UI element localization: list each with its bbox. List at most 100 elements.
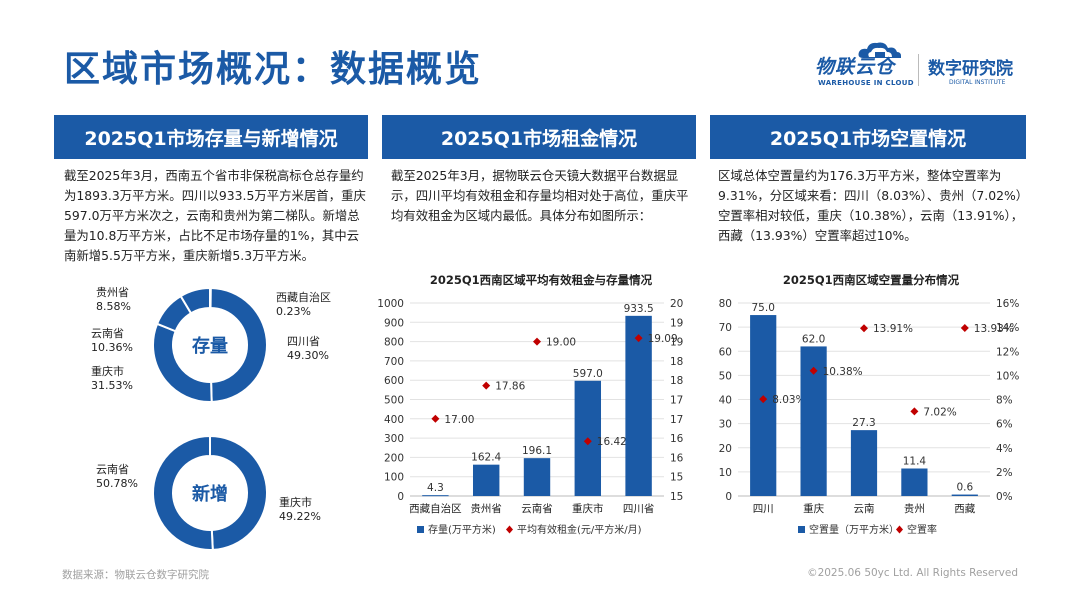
marker-point — [860, 324, 868, 333]
bar — [951, 494, 978, 496]
marker-point — [533, 337, 541, 346]
marker-value-label: 13.93% — [974, 323, 1014, 335]
logo-divider — [918, 54, 919, 86]
logo-brand-text: 物联云仓 — [815, 56, 896, 78]
y-tick-label: 80 — [719, 298, 732, 310]
new-supply-donut-chart: 新增 — [152, 434, 268, 551]
marker-value-label: 8.03% — [772, 394, 805, 406]
bar — [750, 315, 777, 496]
bar-value-label: 196.1 — [522, 445, 552, 457]
y-tick-label: 500 — [384, 395, 404, 407]
x-tick-label: 四川 — [753, 503, 774, 515]
bar-value-label: 62.0 — [802, 333, 825, 345]
y2-tick-label: 18 — [670, 356, 683, 368]
x-tick-label: 重庆 — [803, 502, 825, 515]
marker-value-label: 16.42 — [597, 436, 627, 448]
marker-value-label: 19.00 — [546, 337, 576, 349]
logo-brand-subtitle: WAREHOUSE IN CLOUD — [818, 79, 914, 87]
y-tick-label: 70 — [719, 322, 732, 334]
y2-tick-label: 14% — [996, 322, 1019, 334]
rent-chart-title: 2025Q1西南区域平均有效租金与存量情况 — [429, 273, 653, 287]
donut-slice — [209, 286, 268, 404]
bar-value-label: 75.0 — [752, 302, 775, 314]
x-tick-label: 四川省 — [623, 502, 655, 515]
donut-center-label: 新增 — [192, 483, 228, 505]
donut1-label-sichuan: 四川省 49.30% — [287, 335, 329, 362]
cloud-icon — [858, 42, 901, 58]
donut2-label-yunnan: 云南省 50.78% — [96, 463, 138, 490]
stock-section-header: 2025Q1市场存量与新增情况 — [54, 115, 368, 159]
bar — [850, 430, 878, 496]
donut2-label-chongqing: 重庆市 49.22% — [279, 496, 321, 523]
marker-point — [583, 437, 592, 446]
footer-source: 数据来源：物联云仓数字研究院 — [62, 569, 209, 581]
marker-value-label: 7.02% — [923, 406, 956, 418]
legend-bar-swatch — [798, 526, 805, 533]
vacancy-bar-chart: 0 10 20 30 40 50 60 70 80 0% 2% 4% 6% 8% 10% 12% 14% 16% 7… — [719, 298, 1020, 536]
y-tick-label: 60 — [719, 346, 732, 358]
logo-institute-subtitle: DIGITAL INSTITUTE — [949, 79, 1006, 86]
y-tick-label: 20 — [719, 443, 732, 455]
vacancy-section-header: 2025Q1市场空置情况 — [710, 115, 1026, 159]
bar-value-label: 933.5 — [624, 303, 654, 315]
bar-value-label: 27.3 — [852, 417, 875, 429]
y2-tick-label: 19 — [670, 317, 683, 329]
marker-point — [910, 407, 919, 416]
y-tick-label: 300 — [384, 433, 404, 445]
bar — [422, 495, 449, 497]
brand-logo: 物联云仓 WAREHOUSE IN CLOUD 数字研究院 DIGITAL IN… — [815, 40, 1030, 90]
x-tick-label: 贵州 — [904, 502, 925, 515]
y-tick-label: 40 — [719, 395, 732, 407]
bar-value-label: 162.4 — [471, 452, 501, 464]
y2-tick-label: 8% — [996, 395, 1013, 407]
legend-marker-label: 空置率 — [907, 523, 937, 536]
y2-tick-label: 0% — [996, 491, 1013, 503]
y2-tick-label: 12% — [996, 346, 1019, 358]
donut-slice — [152, 434, 214, 551]
bar-value-label: 11.4 — [903, 455, 927, 467]
bar — [472, 464, 500, 496]
y2-tick-label: 17 — [670, 414, 683, 426]
y-tick-label: 700 — [384, 356, 404, 368]
x-tick-label: 贵州省 — [470, 502, 502, 515]
donut1-label-chongqing: 重庆市 31.53% — [91, 365, 133, 392]
y2-tick-label: 17 — [670, 395, 683, 407]
page-title: 区域市场概况：数据概览 — [64, 49, 483, 90]
stock-description: 截至2025年3月，西南五个省市非保税高标仓总存量约为1893.3万平方米。四川… — [64, 168, 366, 263]
y-tick-label: 100 — [384, 472, 404, 484]
y2-tick-label: 15 — [670, 472, 683, 484]
donut1-label-yunnan: 云南省 10.36% — [91, 327, 133, 354]
y2-tick-label: 19 — [670, 337, 683, 349]
donut1-label-guizhou: 贵州省 8.58% — [96, 286, 131, 313]
marker-point — [634, 334, 643, 343]
y2-tick-label: 16 — [670, 433, 684, 445]
footer-copyright: ©2025.06 50yc Ltd. All Rights Reserved — [807, 567, 1018, 579]
y-tick-label: 600 — [384, 375, 404, 387]
y2-tick-label: 20 — [670, 298, 683, 310]
bar-value-label: 0.6 — [956, 482, 973, 494]
bar — [523, 458, 551, 496]
marker-point — [431, 414, 440, 423]
marker-value-label: 10.38% — [823, 366, 863, 378]
y-tick-label: 50 — [719, 370, 732, 382]
legend-marker-swatch — [506, 525, 513, 534]
vacancy-chart-title: 2025Q1西南区域空置量分布情况 — [782, 273, 960, 287]
y2-tick-label: 4% — [996, 443, 1013, 455]
y-tick-label: 800 — [384, 337, 404, 349]
x-tick-label: 云南省 — [521, 502, 553, 515]
donut1-label-xizang: 西藏自治区 0.23% — [276, 291, 331, 318]
y2-tick-label: 15 — [670, 491, 683, 503]
donut-center-label: 存量 — [192, 335, 228, 357]
y-tick-label: 0 — [397, 491, 404, 503]
y-tick-label: 30 — [719, 419, 732, 431]
marker-point — [960, 323, 969, 332]
y-tick-label: 10 — [719, 467, 732, 479]
rent-description: 截至2025年3月，据物联云仓天镜大数据平台数据显示，四川平均有效租金和存量均相… — [391, 168, 689, 223]
y-tick-label: 900 — [384, 317, 404, 329]
y2-tick-label: 2% — [996, 467, 1013, 479]
marker-point — [809, 366, 818, 375]
y2-tick-label: 6% — [996, 419, 1013, 431]
bar — [901, 468, 928, 496]
rent-stock-bar-chart: 0 100 200 300 400 500 600 700 800 900 1000 15 15 16 16… — [377, 298, 684, 536]
x-tick-label: 西藏自治区 — [409, 502, 462, 515]
